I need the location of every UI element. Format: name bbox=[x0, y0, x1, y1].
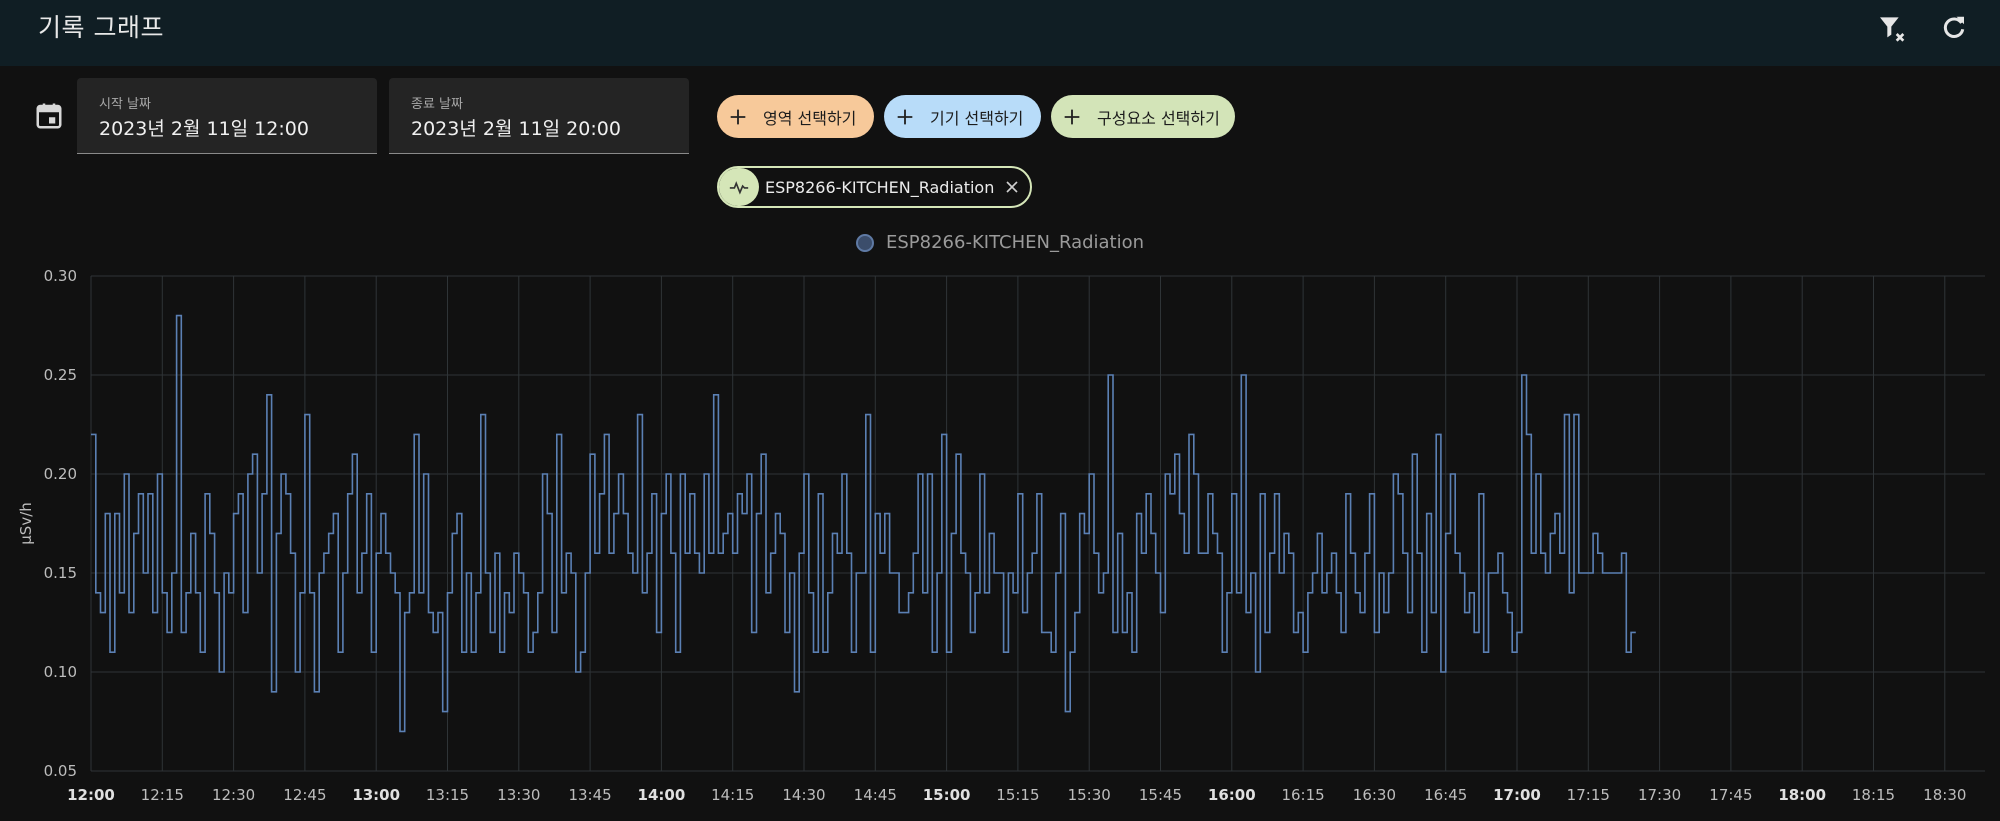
x-tick-label: 15:15 bbox=[996, 786, 1039, 804]
page-title: 기록 그래프 bbox=[38, 13, 164, 42]
close-icon[interactable] bbox=[1002, 177, 1022, 197]
x-tick-label: 12:15 bbox=[141, 786, 184, 804]
x-tick-label: 15:45 bbox=[1139, 786, 1182, 804]
x-tick-label: 15:00 bbox=[923, 786, 971, 804]
plus-icon bbox=[897, 109, 913, 124]
history-chart[interactable]: 0.30 0.25 0.20 0.15 0.10 0.05 12:00 12:15 12:30 1… bbox=[0, 260, 2000, 821]
sensor-pulse-icon bbox=[719, 168, 759, 206]
y-tick-label: 0.25 bbox=[44, 366, 77, 384]
end-date-label: 종료 날짜 bbox=[411, 97, 463, 112]
choose-area-button[interactable]: 영역 선택하기 bbox=[717, 95, 874, 138]
end-date-value: 2023년 2월 11일 20:00 bbox=[411, 118, 621, 140]
y-tick-label: 0.05 bbox=[44, 762, 77, 780]
x-tick-label: 16:45 bbox=[1424, 786, 1467, 804]
x-tick-label: 16:15 bbox=[1281, 786, 1324, 804]
y-tick-label: 0.20 bbox=[44, 465, 77, 483]
x-tick-label: 18:00 bbox=[1778, 786, 1826, 804]
x-tick-label: 13:45 bbox=[568, 786, 611, 804]
legend-color-dot bbox=[856, 233, 874, 252]
selected-entity-chip[interactable]: ESP8266-KITCHEN_Radiation bbox=[717, 166, 1032, 208]
filter-remove-icon[interactable] bbox=[1876, 12, 1908, 44]
selected-entity-label: ESP8266-KITCHEN_Radiation bbox=[765, 177, 995, 197]
end-date-field[interactable]: 종료 날짜 2023년 2월 11일 20:00 bbox=[389, 78, 689, 154]
y-tick-label: 0.30 bbox=[44, 267, 77, 285]
x-tick-label: 14:00 bbox=[638, 786, 686, 804]
start-date-field[interactable]: 시작 날짜 2023년 2월 11일 12:00 bbox=[77, 78, 377, 154]
choose-device-button[interactable]: 기기 선택하기 bbox=[884, 95, 1041, 138]
x-tick-label: 17:00 bbox=[1493, 786, 1541, 804]
refresh-icon[interactable] bbox=[1938, 12, 1970, 44]
x-tick-label: 18:15 bbox=[1852, 786, 1895, 804]
calendar-icon[interactable] bbox=[34, 101, 64, 131]
x-tick-label: 17:15 bbox=[1567, 786, 1610, 804]
x-tick-label: 18:30 bbox=[1923, 786, 1966, 804]
choose-area-label: 영역 선택하기 bbox=[763, 108, 857, 128]
legend-label: ESP8266-KITCHEN_Radiation bbox=[886, 232, 1145, 253]
choose-entity-button[interactable]: 구성요소 선택하기 bbox=[1051, 95, 1235, 138]
chart-legend-item[interactable]: ESP8266-KITCHEN_Radiation bbox=[856, 232, 1144, 253]
x-tick-label: 13:15 bbox=[426, 786, 469, 804]
x-tick-label: 17:45 bbox=[1709, 786, 1752, 804]
x-tick-label: 16:30 bbox=[1353, 786, 1396, 804]
x-tick-label: 12:00 bbox=[67, 786, 115, 804]
x-tick-label: 13:00 bbox=[352, 786, 400, 804]
series-line-radiation bbox=[91, 314, 1636, 733]
x-tick-label: 14:30 bbox=[782, 786, 825, 804]
y-tick-label: 0.15 bbox=[44, 564, 77, 582]
x-tick-label: 13:30 bbox=[497, 786, 540, 804]
x-tick-label: 17:30 bbox=[1638, 786, 1681, 804]
plus-icon bbox=[1064, 109, 1080, 124]
x-tick-label: 16:00 bbox=[1208, 786, 1256, 804]
top-app-bar: 기록 그래프 bbox=[0, 0, 2000, 66]
x-tick-label: 15:30 bbox=[1068, 786, 1111, 804]
choose-entity-label: 구성요소 선택하기 bbox=[1097, 108, 1220, 128]
choose-device-label: 기기 선택하기 bbox=[930, 108, 1024, 128]
start-date-label: 시작 날짜 bbox=[99, 97, 151, 112]
plus-icon bbox=[730, 109, 746, 124]
x-tick-label: 14:45 bbox=[854, 786, 897, 804]
x-tick-label: 12:30 bbox=[212, 786, 255, 804]
x-tick-label: 12:45 bbox=[283, 786, 326, 804]
y-tick-label: 0.10 bbox=[44, 663, 77, 681]
y-axis-label: µSv/h bbox=[17, 502, 35, 545]
start-date-value: 2023년 2월 11일 12:00 bbox=[99, 118, 309, 140]
x-tick-label: 14:15 bbox=[711, 786, 754, 804]
